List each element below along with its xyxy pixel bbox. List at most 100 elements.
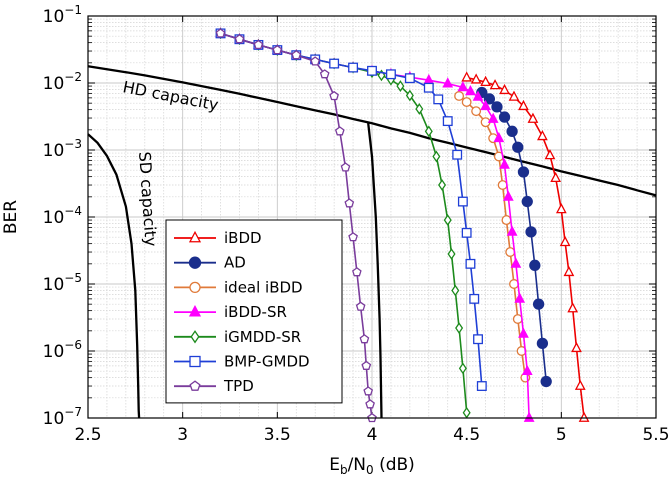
marker-triangle	[472, 90, 484, 101]
marker-triangle	[571, 341, 582, 353]
marker-pentagon	[291, 50, 302, 60]
marker-triangle	[457, 81, 469, 92]
marker-triangle	[518, 327, 529, 338]
marker-triangle	[499, 83, 510, 95]
y-tick-label: 10−2	[43, 70, 82, 94]
marker-circle	[461, 97, 472, 107]
marker-square	[404, 73, 415, 84]
marker-pentagon	[189, 380, 201, 391]
marker-pentagon	[359, 334, 370, 344]
marker-square	[348, 62, 359, 73]
x-tick-label: 2.5	[74, 425, 101, 445]
marker-pentagon	[355, 301, 366, 311]
legend-label: iBDD-SR	[224, 303, 287, 321]
marker-triangle	[514, 292, 526, 303]
series-ad	[476, 86, 552, 388]
marker-diamond	[396, 80, 405, 92]
marker-pentagon	[340, 162, 351, 172]
curve-sd-capacity	[87, 133, 141, 419]
legend-label: AD	[224, 254, 246, 272]
marker-triangle	[527, 112, 539, 123]
y-tick-label: 10−7	[43, 405, 82, 429]
y-tick-label: 10−1	[43, 3, 82, 27]
marker-triangle	[537, 129, 548, 141]
marker-pentagon	[234, 34, 245, 44]
marker-triangle	[487, 112, 499, 123]
legend-item: BMP-GMDD	[174, 353, 310, 371]
marker-square	[476, 381, 487, 391]
marker-circle	[483, 93, 496, 105]
legend-label: TPD	[223, 377, 254, 395]
marker-diamond	[415, 103, 424, 115]
series-tpd	[215, 28, 377, 423]
marker-circle	[532, 298, 545, 310]
series-layer	[215, 27, 590, 423]
marker-triangle	[521, 364, 533, 376]
plot-frame	[87, 15, 657, 419]
marker-triangle	[465, 85, 476, 96]
legend-item: iBDD-SR	[174, 303, 287, 321]
y-tick-label: 10−3	[43, 137, 82, 161]
marker-pentagon	[352, 267, 362, 277]
x-tick-label: 3.5	[264, 425, 291, 445]
x-tick-label: 5.5	[642, 425, 669, 445]
legend-item: iBDD	[174, 229, 262, 247]
marker-circle	[497, 180, 508, 190]
curve-hd-capacity	[87, 65, 657, 197]
x-tick-label: 5	[556, 425, 567, 445]
marker-triangle	[555, 203, 567, 214]
marker-pentagon	[365, 399, 375, 409]
marker-square	[329, 58, 340, 69]
marker-pentagon	[361, 360, 372, 370]
marker-square	[452, 149, 463, 160]
marker-circle	[491, 101, 503, 113]
marker-diamond	[451, 284, 460, 297]
marker-triangle	[567, 302, 579, 313]
y-tick-label: 10−6	[43, 338, 82, 362]
marker-triangle	[188, 304, 202, 317]
marker-pentagon	[310, 56, 321, 66]
marker-diamond	[432, 150, 441, 163]
curve-sd-capacity	[367, 122, 383, 419]
marker-pentagon	[215, 28, 226, 38]
marker-circle	[498, 111, 511, 123]
grid-layer	[88, 16, 656, 419]
marker-diamond	[443, 214, 452, 226]
x-axis-label: Eb/N0 (dB)	[329, 455, 415, 477]
marker-triangle	[506, 225, 518, 236]
legend: iBDD AD ideal iBDD iBDD-SR iGMDD-SR BMP-GMDD T…	[165, 219, 343, 404]
marker-circle	[501, 215, 512, 226]
y-tick-label: 10−4	[43, 204, 82, 228]
marker-diamond	[438, 179, 447, 191]
marker-triangle	[578, 411, 590, 422]
marker-triangle	[508, 90, 520, 101]
marker-circle	[506, 125, 518, 137]
marker-circle	[517, 166, 530, 178]
legend-item: ideal iBDD	[174, 278, 303, 296]
marker-square	[465, 258, 476, 269]
marker-circle	[540, 375, 552, 388]
marker-triangle	[550, 171, 562, 183]
marker-diamond	[458, 362, 467, 375]
marker-triangle	[480, 99, 491, 111]
marker-triangle	[442, 77, 454, 88]
series-line	[466, 76, 585, 419]
marker-circle	[521, 195, 533, 208]
marker-circle	[189, 281, 201, 294]
marker-triangle	[502, 190, 514, 201]
legend-label: iBDD	[224, 229, 262, 247]
marker-diamond	[462, 406, 471, 419]
marker-triangle	[188, 230, 202, 243]
marker-pentagon	[253, 39, 264, 50]
x-tick-label: 4.5	[453, 425, 480, 445]
legend-item: TPD	[174, 377, 254, 395]
marker-triangle	[470, 73, 482, 84]
marker-square	[473, 334, 483, 345]
marker-triangle	[574, 379, 586, 390]
marker-square	[469, 293, 480, 304]
marker-pentagon	[344, 198, 355, 208]
marker-triangle	[493, 131, 505, 143]
marker-triangle	[489, 79, 501, 90]
marker-triangle	[518, 99, 529, 111]
